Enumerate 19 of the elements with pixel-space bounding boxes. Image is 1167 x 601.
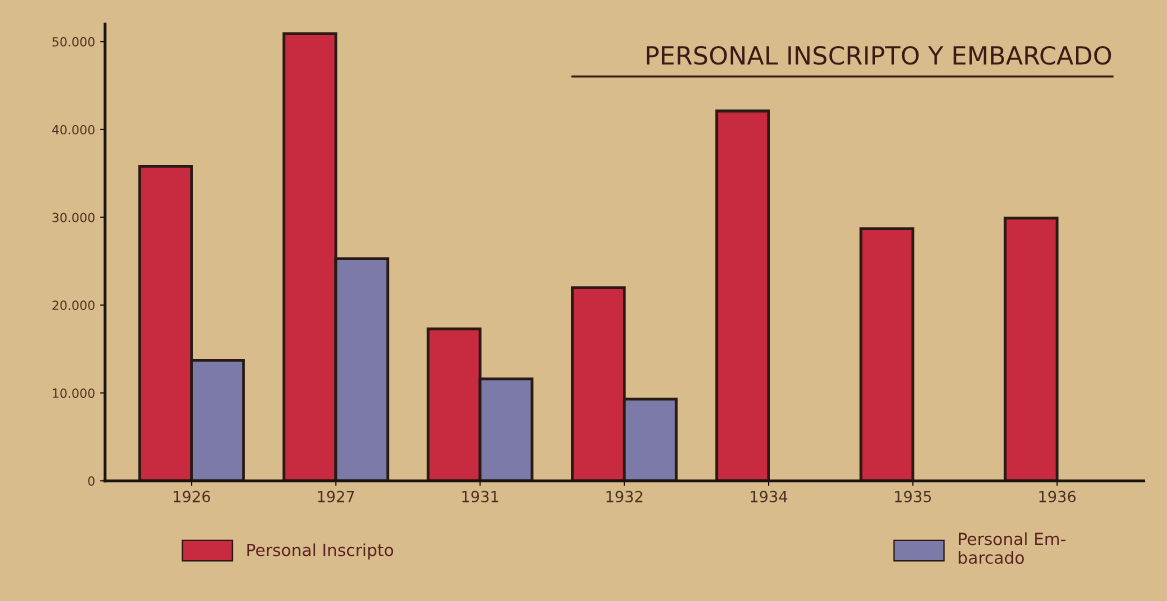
bar <box>715 109 770 481</box>
x-tick-label: 1935 <box>895 490 931 503</box>
y-tick-label: 30.000 <box>52 212 95 223</box>
y-tick-label: 10.000 <box>52 388 95 398</box>
x-tick-label: 1934 <box>750 490 788 503</box>
legend-label: Personal Em- barcado <box>958 532 1066 564</box>
x-tick-label: 1931 <box>462 490 499 503</box>
x-tick-label: 1932 <box>606 490 643 503</box>
y-tick-label: 40.000 <box>52 124 95 135</box>
x-tick-label: 1936 <box>1039 490 1076 503</box>
text: PERSONAL INSCRIPTO Y EMBARCADO <box>646 45 1112 65</box>
y-tick-label: 50.000 <box>52 37 95 47</box>
legend-label: Personal Inscripto <box>247 543 394 560</box>
bar <box>1003 216 1059 481</box>
x-tick-label: 1926 <box>173 490 211 503</box>
y-tick-label: 20.000 <box>52 300 95 311</box>
bar <box>859 227 915 481</box>
x-tick-label: 1927 <box>318 490 354 503</box>
y-tick-label: 0 <box>88 476 95 486</box>
